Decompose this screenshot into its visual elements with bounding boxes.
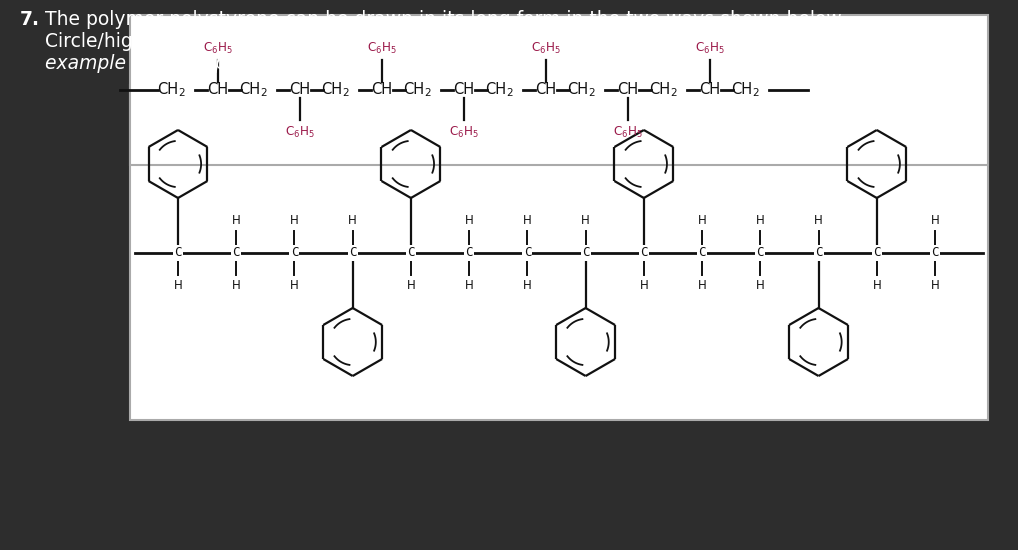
Text: H: H: [290, 279, 299, 292]
Text: CH: CH: [699, 82, 721, 97]
Text: CH: CH: [732, 82, 752, 97]
Text: CH: CH: [535, 82, 557, 97]
Text: C: C: [407, 246, 414, 260]
Text: CH: CH: [158, 82, 179, 97]
Text: $\mathregular{C_6H_5}$: $\mathregular{C_6H_5}$: [367, 41, 397, 56]
Text: H: H: [523, 279, 531, 292]
Text: C: C: [232, 246, 240, 260]
Text: H: H: [406, 279, 415, 292]
Text: 2: 2: [507, 88, 513, 98]
Text: H: H: [581, 214, 590, 227]
Text: example of this type of problem.): example of this type of problem.): [45, 54, 359, 73]
Text: H: H: [697, 214, 706, 227]
Text: C: C: [814, 246, 823, 260]
Text: $\mathregular{C_6H_5}$: $\mathregular{C_6H_5}$: [531, 41, 561, 56]
Text: H: H: [697, 279, 706, 292]
Text: CH: CH: [568, 82, 588, 97]
Text: C: C: [582, 246, 589, 260]
Text: The polymer polystyrene can be drawn in its long form in the two ways shown belo: The polymer polystyrene can be drawn in …: [45, 10, 846, 29]
Text: C: C: [931, 246, 939, 260]
Text: H: H: [290, 214, 299, 227]
Text: CH: CH: [372, 82, 393, 97]
Text: C: C: [291, 246, 298, 260]
Text: C: C: [640, 246, 647, 260]
Text: $\mathregular{C_6H_5}$: $\mathregular{C_6H_5}$: [695, 41, 725, 56]
Text: C: C: [523, 246, 531, 260]
Text: C: C: [465, 246, 473, 260]
Text: $\mathregular{C_6H_5}$: $\mathregular{C_6H_5}$: [613, 124, 643, 140]
Text: 2: 2: [179, 88, 185, 98]
FancyBboxPatch shape: [130, 15, 988, 165]
Text: H: H: [872, 279, 882, 292]
Text: 7.: 7.: [20, 10, 40, 29]
Text: H: H: [930, 279, 940, 292]
Text: 2: 2: [588, 88, 596, 98]
Text: (See Question 13.3 on page 394 for an: (See Question 13.3 on page 394 for an: [370, 32, 735, 51]
Text: 2: 2: [752, 88, 759, 98]
Text: H: H: [523, 214, 531, 227]
Text: H: H: [930, 214, 940, 227]
Text: CH: CH: [649, 82, 671, 97]
Text: CH: CH: [239, 82, 261, 97]
Text: H: H: [465, 279, 473, 292]
Text: CH: CH: [289, 82, 310, 97]
Text: C: C: [349, 246, 356, 260]
Text: $\mathregular{C_6H_5}$: $\mathregular{C_6H_5}$: [285, 124, 315, 140]
Text: C: C: [756, 246, 765, 260]
Text: H: H: [639, 279, 648, 292]
Text: H: H: [465, 214, 473, 227]
Text: 2: 2: [343, 88, 349, 98]
Text: H: H: [232, 279, 240, 292]
Text: 2: 2: [425, 88, 432, 98]
Text: H: H: [232, 214, 240, 227]
Text: H: H: [756, 214, 765, 227]
Text: CH: CH: [618, 82, 638, 97]
Text: $\mathregular{C_6H_5}$: $\mathregular{C_6H_5}$: [449, 124, 478, 140]
Text: $\mathregular{C_6H_5}$: $\mathregular{C_6H_5}$: [203, 41, 233, 56]
Text: CH: CH: [403, 82, 425, 97]
Text: 2: 2: [261, 88, 268, 98]
Text: H: H: [756, 279, 765, 292]
Text: H: H: [348, 214, 357, 227]
Text: CH: CH: [208, 82, 229, 97]
Text: 2: 2: [671, 88, 677, 98]
Text: C: C: [698, 246, 705, 260]
Text: CH: CH: [486, 82, 507, 97]
Text: C: C: [174, 246, 182, 260]
Text: C: C: [873, 246, 881, 260]
Text: Circle/highlight the repeating motif in this polymer.: Circle/highlight the repeating motif in …: [45, 32, 524, 51]
Text: H: H: [174, 279, 182, 292]
FancyBboxPatch shape: [130, 85, 988, 420]
Text: H: H: [814, 214, 823, 227]
Text: CH: CH: [322, 82, 343, 97]
Text: CH: CH: [453, 82, 474, 97]
